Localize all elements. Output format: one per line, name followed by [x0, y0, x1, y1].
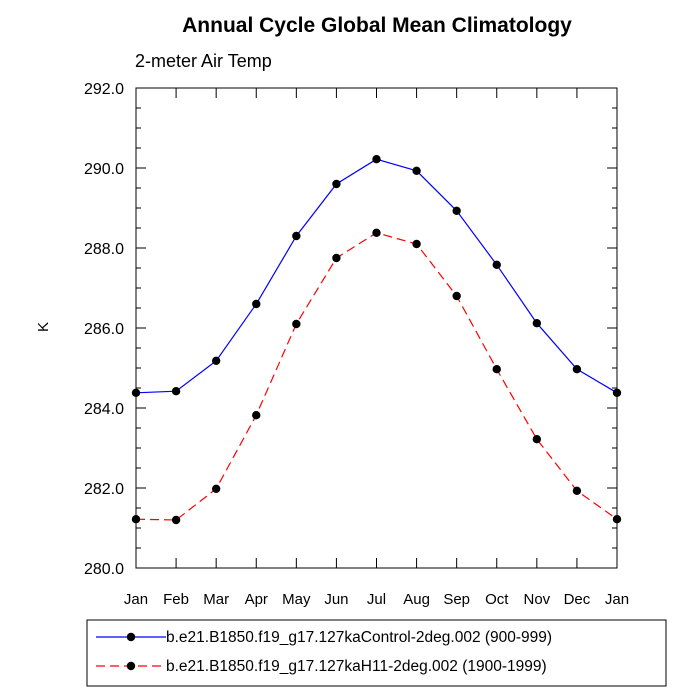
series-1-point	[211, 484, 221, 493]
y-tick-label: 284.0	[84, 401, 124, 418]
x-tick-label: Mar	[203, 591, 229, 608]
series-0-point	[412, 166, 421, 175]
series-0-point	[171, 387, 181, 396]
x-tick-label: Jan	[605, 591, 629, 608]
series-1-point	[252, 411, 261, 420]
series-1-point	[612, 515, 622, 524]
y-tick-label: 286.0	[84, 321, 124, 338]
series-1-point	[332, 253, 341, 263]
series-0-point	[372, 155, 381, 164]
series-line-1	[135, 232, 618, 521]
series-1-point	[372, 228, 381, 237]
series-0-point	[532, 319, 542, 328]
y-tick-label: 292.0	[84, 81, 124, 98]
axis-ticks: 280.0 282.0 284.0 286.0 288.0 290.0 292.0 Jan Fe…	[84, 81, 629, 608]
series-0-point	[332, 179, 341, 189]
x-tick-label: Dec	[564, 591, 591, 608]
x-tick-label: Feb	[163, 591, 189, 608]
y-tick-label: 282.0	[84, 481, 124, 498]
series-0-point	[612, 388, 622, 397]
x-tick-label: Nov	[523, 591, 550, 608]
x-tick-label: Jun	[324, 591, 348, 608]
series-0-point	[211, 356, 221, 365]
series-0-point	[492, 260, 501, 269]
series-1-point	[492, 365, 501, 374]
legend-marker-1	[126, 661, 136, 671]
y-tick-label: 288.0	[84, 241, 124, 258]
series-1-point	[452, 291, 461, 301]
series-1-point	[412, 239, 421, 249]
series-0-point	[452, 206, 461, 215]
legend-label: b.e21.B1850.f19_g17.127kaH11-2deg.002 (1…	[166, 658, 547, 675]
series-layer	[131, 155, 622, 525]
legend-label: b.e21.B1850.f19_g17.127kaControl-2deg.00…	[166, 629, 552, 646]
series-0-point	[131, 388, 141, 397]
y-axis-label: K	[35, 322, 52, 332]
x-tick-label: Jan	[124, 591, 148, 608]
series-1-point	[171, 515, 181, 525]
series-1-point	[131, 515, 141, 524]
x-tick-label: Sep	[443, 591, 470, 608]
x-tick-label: Aug	[403, 591, 430, 608]
chart-subtitle: 2-meter Air Temp	[135, 51, 272, 71]
x-tick-label: May	[282, 591, 311, 608]
series-0-point	[572, 365, 582, 374]
x-tick-label: Apr	[245, 591, 268, 608]
series-1-point	[532, 435, 542, 444]
legend: b.e21.B1850.f19_g17.127kaControl-2deg.00…	[96, 629, 552, 675]
legend-box	[86, 619, 667, 687]
chart-title: Annual Cycle Global Mean Climatology	[182, 14, 572, 37]
series-0-point	[252, 299, 261, 309]
x-tick-label: Jul	[367, 591, 386, 608]
series-1-point	[292, 319, 301, 329]
series-0-point	[292, 231, 301, 241]
y-tick-label: 280.0	[84, 561, 124, 578]
x-tick-label: Oct	[485, 591, 509, 608]
y-tick-label: 290.0	[84, 161, 124, 178]
series-line-0	[135, 158, 618, 394]
legend-marker-0	[126, 632, 136, 642]
series-1-point	[572, 486, 582, 495]
